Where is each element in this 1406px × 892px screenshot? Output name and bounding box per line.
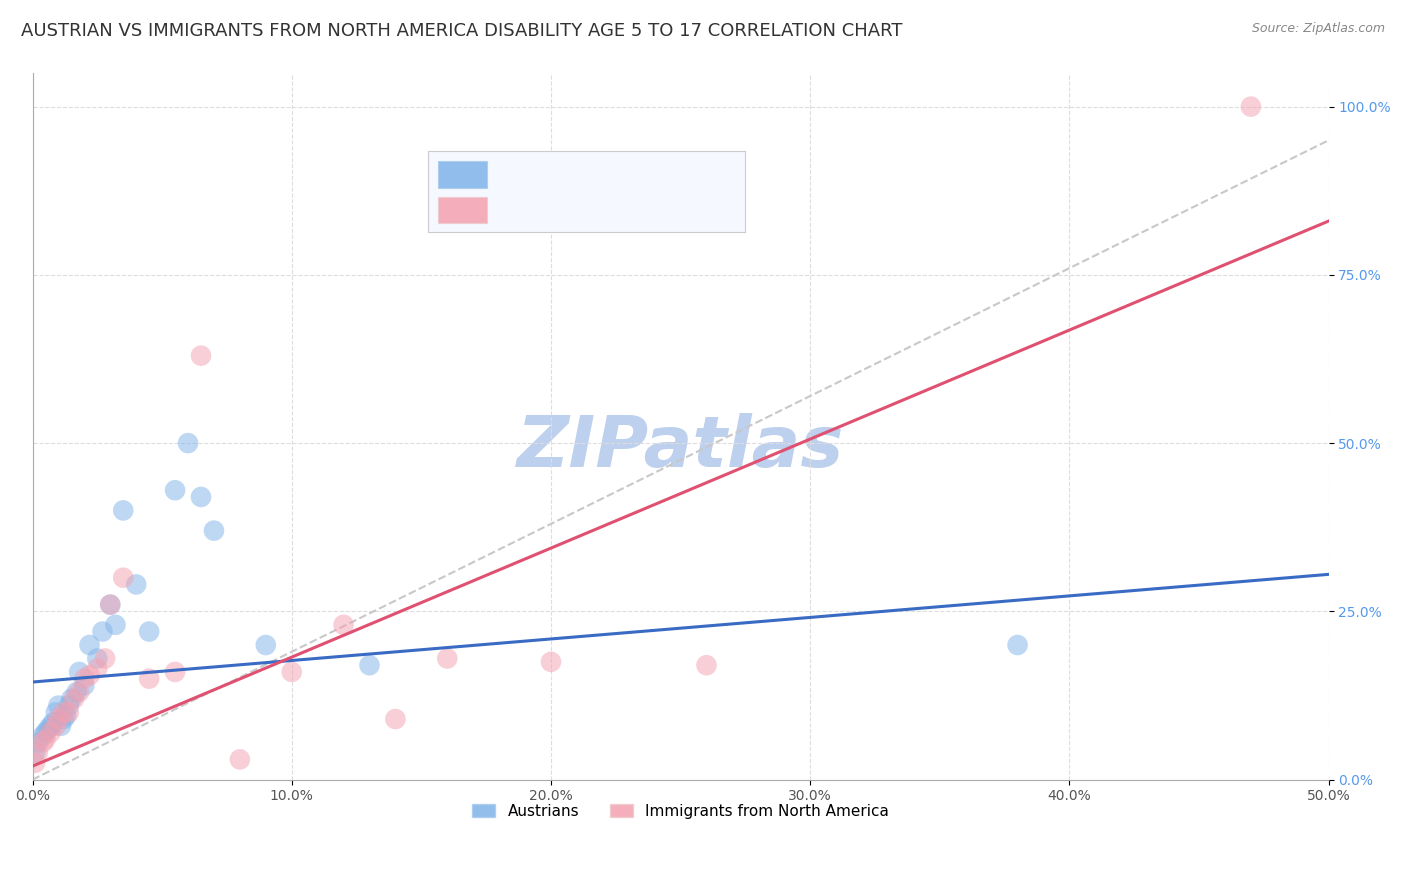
Point bbox=[42, 715, 65, 730]
Point bbox=[67, 685, 90, 699]
Text: 28: 28 bbox=[652, 202, 671, 218]
Point bbox=[52, 706, 75, 720]
Point bbox=[125, 577, 148, 591]
Point bbox=[94, 651, 117, 665]
Point bbox=[254, 638, 277, 652]
Text: Source: ZipAtlas.com: Source: ZipAtlas.com bbox=[1251, 22, 1385, 36]
Point bbox=[34, 732, 56, 747]
Point bbox=[55, 708, 77, 723]
Point bbox=[359, 658, 381, 673]
Point bbox=[45, 719, 67, 733]
Text: R =: R = bbox=[499, 167, 533, 182]
Point bbox=[540, 655, 562, 669]
Text: 0.161: 0.161 bbox=[536, 167, 583, 182]
Point bbox=[112, 571, 135, 585]
Point bbox=[384, 712, 406, 726]
Point bbox=[138, 624, 160, 639]
Point bbox=[34, 725, 56, 739]
Point bbox=[79, 638, 101, 652]
Point bbox=[280, 665, 302, 679]
Point bbox=[49, 719, 72, 733]
Point bbox=[24, 756, 46, 770]
Point bbox=[58, 706, 80, 720]
Point bbox=[60, 691, 83, 706]
Point bbox=[165, 665, 187, 679]
FancyBboxPatch shape bbox=[439, 196, 488, 224]
Point bbox=[104, 617, 127, 632]
Text: 32: 32 bbox=[652, 167, 672, 182]
Point bbox=[37, 722, 59, 736]
Text: R =: R = bbox=[499, 202, 533, 218]
Point bbox=[695, 658, 717, 673]
Point bbox=[177, 436, 200, 450]
Legend: Austrians, Immigrants from North America: Austrians, Immigrants from North America bbox=[467, 797, 894, 825]
Point bbox=[63, 691, 86, 706]
Point bbox=[86, 651, 108, 665]
Point bbox=[31, 736, 53, 750]
Text: ZIPatlas: ZIPatlas bbox=[517, 413, 844, 482]
Point bbox=[48, 698, 70, 713]
Point bbox=[45, 706, 67, 720]
Text: N =: N = bbox=[606, 202, 650, 218]
Point bbox=[73, 672, 96, 686]
Point bbox=[98, 598, 121, 612]
Point bbox=[67, 665, 90, 679]
Point bbox=[27, 746, 49, 760]
Point bbox=[1007, 638, 1029, 652]
Point bbox=[39, 719, 62, 733]
Point bbox=[332, 617, 354, 632]
Text: N =: N = bbox=[606, 167, 650, 182]
Point bbox=[39, 725, 62, 739]
Point bbox=[138, 672, 160, 686]
Point bbox=[165, 483, 187, 498]
Point bbox=[79, 668, 101, 682]
Text: AUSTRIAN VS IMMIGRANTS FROM NORTH AMERICA DISABILITY AGE 5 TO 17 CORRELATION CHA: AUSTRIAN VS IMMIGRANTS FROM NORTH AMERIC… bbox=[21, 22, 903, 40]
Point bbox=[229, 752, 252, 766]
Point bbox=[31, 729, 53, 743]
Point bbox=[24, 746, 46, 760]
Point bbox=[86, 662, 108, 676]
Point bbox=[112, 503, 135, 517]
Point bbox=[190, 349, 212, 363]
Point bbox=[58, 698, 80, 713]
Point bbox=[52, 712, 75, 726]
Point bbox=[27, 736, 49, 750]
Point bbox=[65, 685, 87, 699]
Point bbox=[48, 712, 70, 726]
FancyBboxPatch shape bbox=[439, 161, 488, 188]
Point bbox=[91, 624, 114, 639]
Point bbox=[190, 490, 212, 504]
Point bbox=[436, 651, 458, 665]
Point bbox=[98, 598, 121, 612]
Point bbox=[202, 524, 225, 538]
Point bbox=[73, 678, 96, 692]
Text: 0.663: 0.663 bbox=[536, 202, 583, 218]
Point bbox=[1240, 100, 1263, 114]
